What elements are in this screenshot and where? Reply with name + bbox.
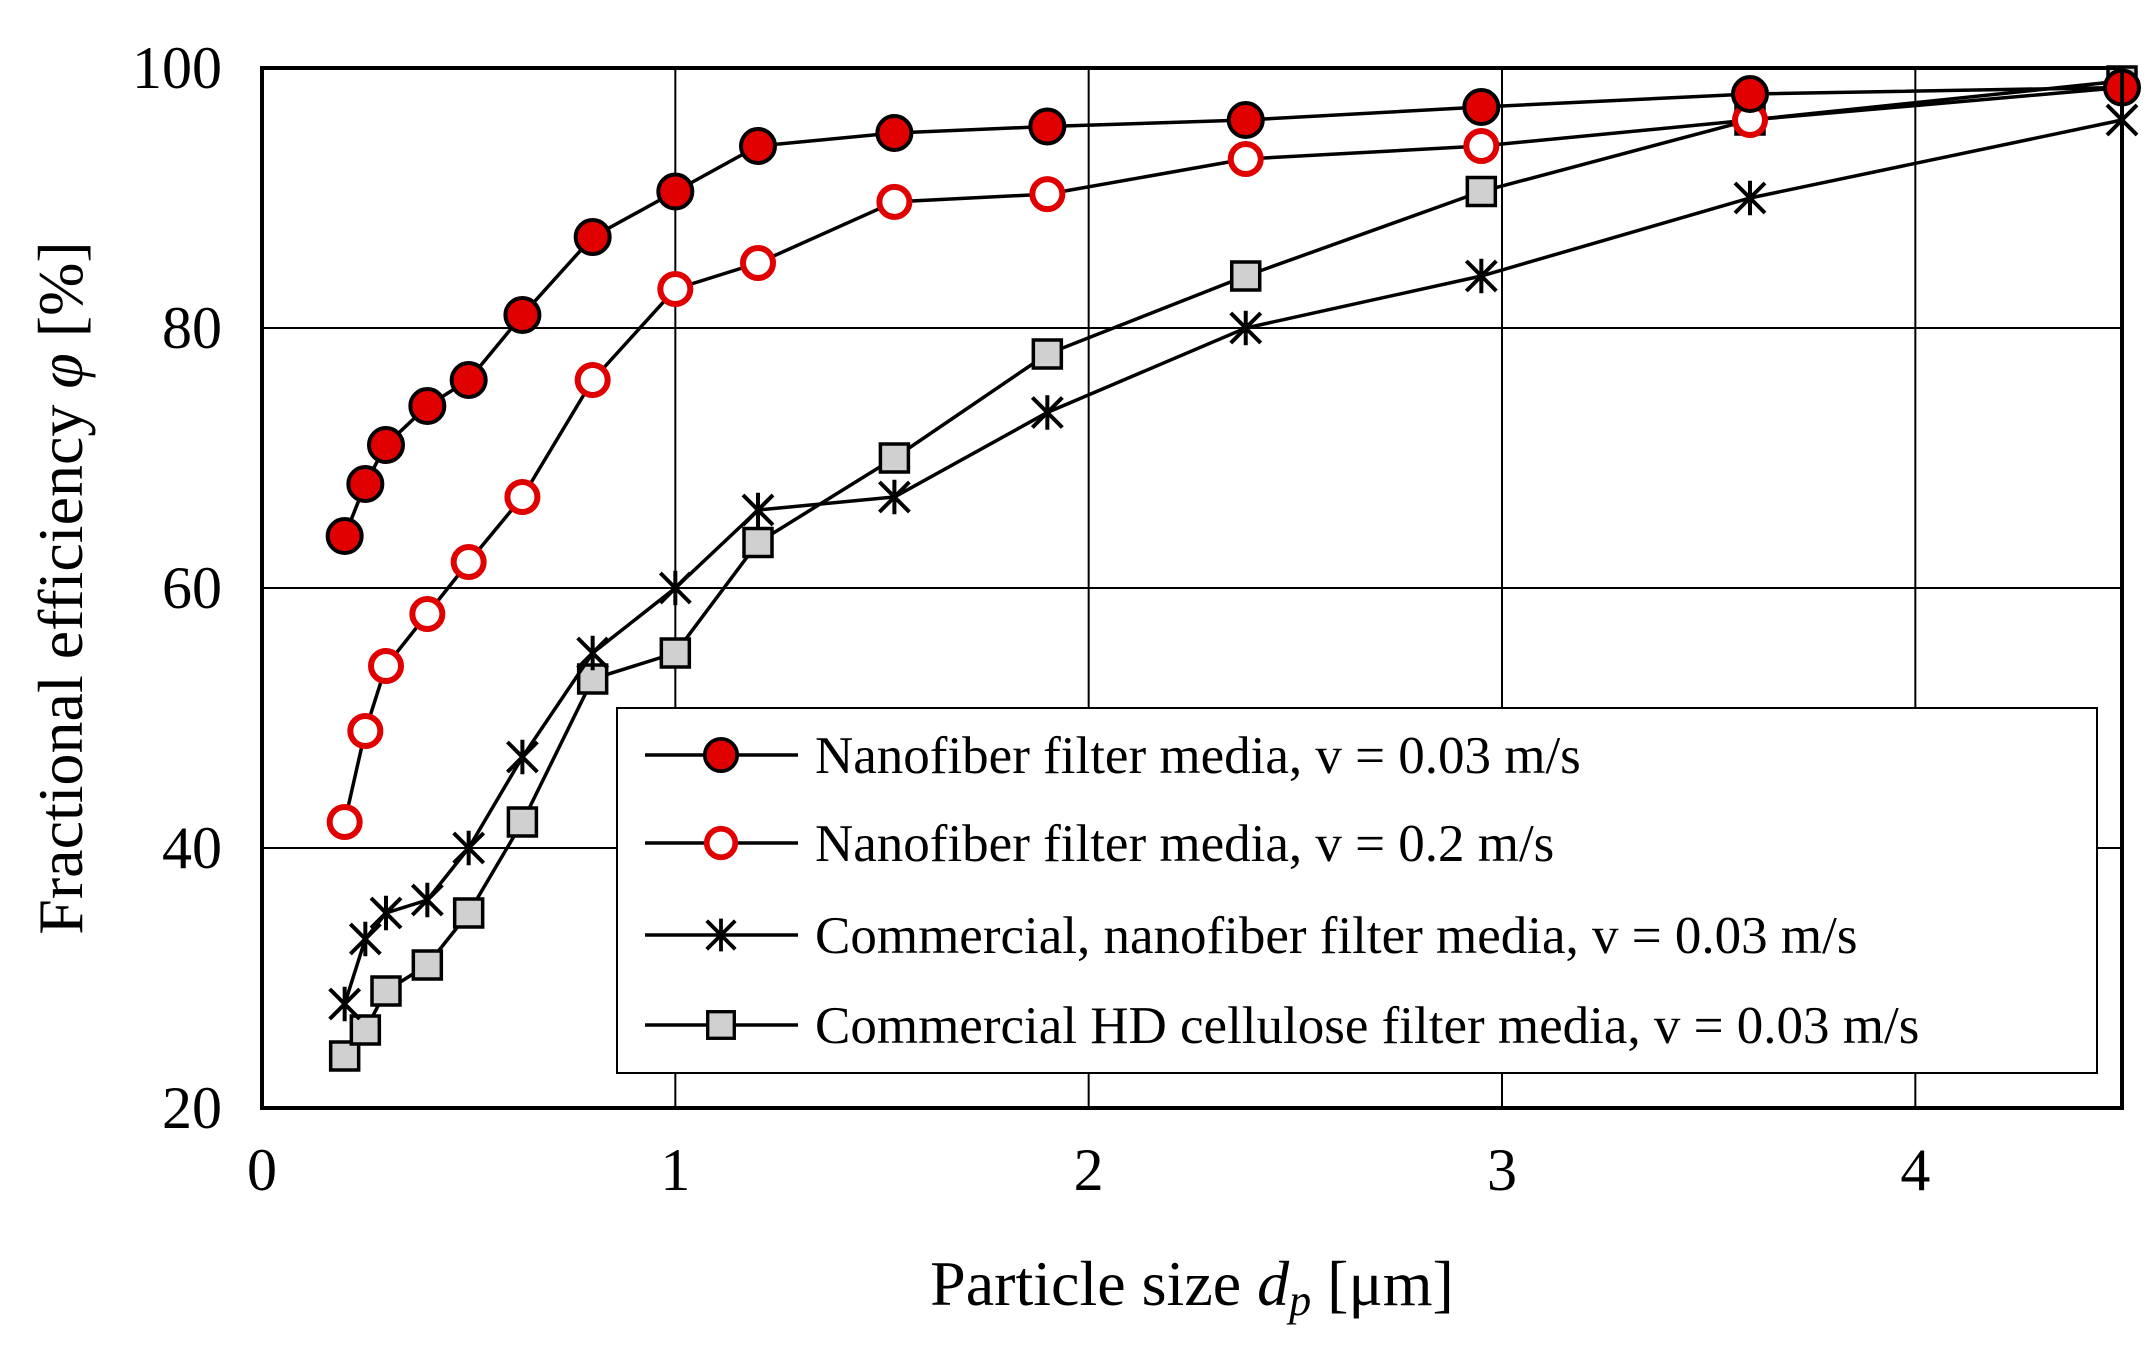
y-axis-title: Fractional efficiency φ [%] [25,241,96,934]
series-2-point-10 [1030,395,1064,430]
y-tick-label-1: 40 [162,815,222,881]
series-3-point-7 [659,637,692,669]
legend-box [616,707,2098,1074]
series-3-point-1 [349,1014,382,1046]
series-3-point-10 [1031,338,1064,370]
y-tick-label-0: 20 [162,1075,222,1141]
series-1 [326,69,2140,840]
series-2-point-1 [348,921,382,957]
gridlines [262,68,2122,1108]
tick-labels: 0 1 2 3 4 20 40 60 80 100 [132,35,1930,1203]
series-2-point-12 [1464,258,1498,294]
series-0-point-4 [449,361,488,399]
series-0-point-7 [656,172,695,211]
legend-label-0: Nanofiber filter media, v = 0.03 m/s [815,727,1581,785]
series-1-point-0 [326,804,363,840]
plot-area-frame [260,66,2124,1110]
series-2-point-6 [576,635,610,671]
legend-label-3: Commercial HD cellulose filter media, v … [815,997,1919,1055]
y-tick-label-3: 80 [162,295,222,361]
x-tick-label-4: 4 [1900,1137,1930,1203]
series-1-point-5 [504,479,541,515]
x-tick-label-1: 1 [660,1137,690,1203]
series-1-point-8 [740,245,776,281]
legend-label-1: Nanofiber filter media, v = 0.2 m/s [815,815,1554,873]
series-2-point-3 [410,882,444,918]
series-1-point-3 [409,596,446,632]
series-3-point-4 [452,897,485,929]
series-0-point-9 [875,114,914,152]
legend-marker-1 [703,825,739,861]
series-0-point-5 [503,296,542,334]
legend-marker-3 [706,1010,736,1040]
series-3-point-5 [506,806,539,838]
series-1-point-7 [657,271,694,307]
legend-marker-2 [705,918,737,952]
series-2-point-11 [1229,310,1263,346]
series-1-point-4 [450,544,487,580]
series-0-point-12 [1462,88,1501,126]
series-3-point-11 [1229,260,1262,292]
legend-label-2: Commercial, nanofiber filter media, v = … [815,907,1858,965]
series-3-point-12 [1465,175,1498,208]
y-tick-label-2: 60 [162,555,222,621]
series-2-point-7 [658,570,692,606]
y-tick-label-4: 100 [132,35,222,101]
series-0 [325,68,2141,555]
series-0-point-1 [346,465,385,503]
series-layer [325,65,2141,1072]
series-2-point-5 [505,739,539,775]
series-3-point-2 [370,975,402,1007]
series-0-point-3 [408,387,447,425]
series-1-point-2 [368,648,404,684]
x-tick-label-2: 2 [1074,1137,1104,1203]
series-0-point-8 [739,127,777,165]
series-2-point-2 [369,895,403,931]
x-axis-title: Particle size dp [μm] [930,1248,1454,1325]
series-2-point-0 [328,986,362,1022]
series-2-point-4 [452,830,486,866]
x-tick-label-3: 3 [1487,1137,1517,1203]
series-1-point-10 [1029,176,1066,213]
series-1-point-9 [876,183,913,220]
series-0-point-13 [1731,75,1769,113]
series-3-point-3 [411,949,444,981]
x-tick-label-0: 0 [247,1137,277,1203]
series-0-point-10 [1028,107,1067,146]
series-1-point-12 [1463,128,1500,164]
legend: Nanofiber filter media, v = 0.03 m/s Nano… [616,707,2098,1074]
series-0-point-6 [573,218,612,256]
series-1-point-11 [1227,141,1264,177]
series-1-point-6 [574,362,611,398]
series-2-point-9 [877,479,911,515]
series-0-point-11 [1226,101,1265,139]
series-2-point-8 [741,492,775,528]
legend-marker-0 [702,736,740,774]
series-1-point-1 [347,713,384,749]
series-3-point-8 [742,526,774,559]
series-2-point-13 [1733,180,1767,216]
series-0-point-2 [367,426,405,464]
series-0-point-0 [325,517,364,555]
series-3-point-0 [328,1040,361,1072]
series-3-point-9 [878,442,911,474]
